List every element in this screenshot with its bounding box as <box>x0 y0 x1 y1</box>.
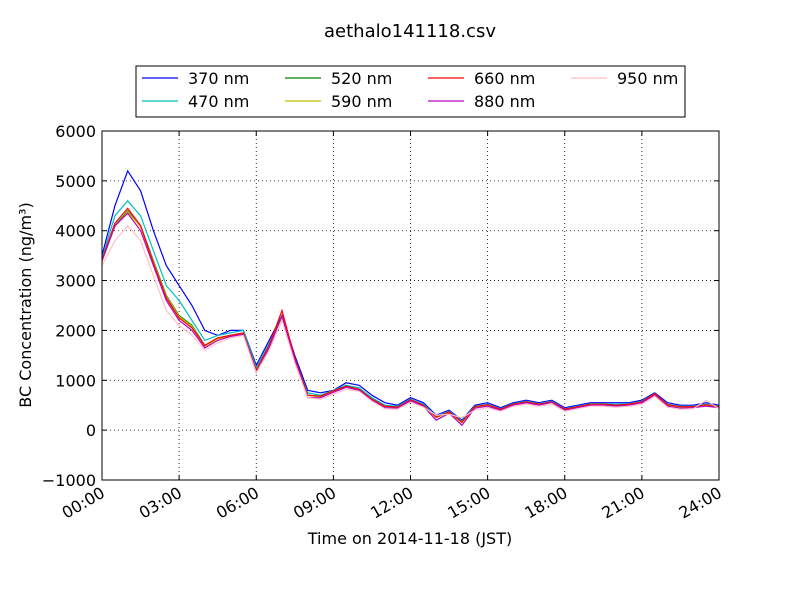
y-tick-label: 4000 <box>55 222 96 241</box>
x-tick-label: 12:00 <box>367 483 416 523</box>
y-tick-label: 6000 <box>55 122 96 141</box>
x-tick-label: 18:00 <box>521 483 570 523</box>
plot-area <box>102 131 719 480</box>
y-tick-label: 2000 <box>55 321 96 340</box>
legend-label: 590 nm <box>331 92 392 111</box>
data-line <box>101 212 720 427</box>
plot-frame <box>101 130 720 481</box>
x-tick-label: 15:00 <box>444 483 493 523</box>
x-tick-label: 21:00 <box>598 483 647 523</box>
y-tick-label: 1000 <box>55 371 96 390</box>
y-tick-label: 0 <box>86 421 96 440</box>
y-axis-label: BC Concentration (ng/m³) <box>16 202 35 407</box>
legend-label: 370 nm <box>188 69 249 88</box>
legend-label: 520 nm <box>331 69 392 88</box>
legend-label: 950 nm <box>617 69 678 88</box>
chart-title: aethalo141118.csv <box>324 21 496 42</box>
data-line <box>101 224 720 419</box>
legend-label: 880 nm <box>474 92 535 111</box>
y-tick-label: −1000 <box>42 471 96 490</box>
data-line <box>101 169 720 422</box>
y-tick-label: 3000 <box>55 272 96 291</box>
x-axis-label: Time on 2014-11-18 (JST) <box>307 529 512 548</box>
x-tick-label: 09:00 <box>290 483 339 523</box>
x-tick-label: 06:00 <box>213 483 262 523</box>
x-tick-label: 24:00 <box>676 483 725 523</box>
data-line <box>101 207 720 424</box>
legend-label: 660 nm <box>474 69 535 88</box>
x-tick-label: 03:00 <box>136 483 185 523</box>
y-tick-label: 5000 <box>55 172 96 191</box>
legend-box <box>135 65 686 118</box>
legend-label: 470 nm <box>188 92 249 111</box>
